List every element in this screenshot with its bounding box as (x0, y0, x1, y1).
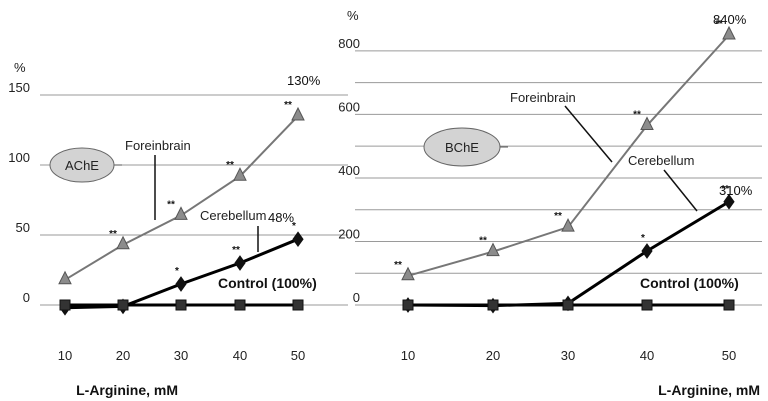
significance-marker: ** (232, 245, 240, 256)
series-end-label: 130% (287, 73, 321, 88)
data-point-square (292, 299, 304, 311)
y-tick-label: 0 (353, 290, 360, 305)
significance-marker: ** (721, 184, 729, 195)
data-point-diamond (175, 276, 187, 292)
series-foreinbrain: **********840% (394, 12, 747, 281)
data-point-triangle (486, 242, 500, 257)
y-axis-label: % (347, 8, 359, 23)
x-tick-label: 10 (401, 348, 415, 363)
x-tick-label: 30 (174, 348, 188, 363)
label-pointer (564, 105, 613, 163)
data-point-square (641, 299, 653, 311)
significance-marker: ** (109, 229, 117, 240)
data-point-square (117, 299, 129, 311)
data-point-diamond (234, 255, 246, 271)
data-point-triangle (174, 206, 188, 220)
series-name-label: Foreinbrain (125, 138, 191, 153)
significance-marker: ** (715, 19, 723, 30)
x-axis-label: L-Arginine, mM (76, 382, 178, 398)
x-tick-label: 10 (58, 348, 72, 363)
x-tick-label: 30 (561, 348, 575, 363)
data-point-square (562, 299, 574, 311)
significance-marker: ** (479, 236, 487, 247)
data-point-diamond (641, 243, 653, 259)
series-control- (402, 299, 735, 311)
x-tick-label: 40 (640, 348, 654, 363)
x-tick-label: 40 (233, 348, 247, 363)
enzyme-badge (49, 147, 115, 183)
y-tick-label: 200 (338, 226, 360, 241)
control-label: Control (100%) (218, 275, 317, 291)
data-point-square (723, 299, 735, 311)
data-point-triangle (116, 235, 130, 250)
significance-marker: ** (394, 260, 402, 271)
data-point-diamond (723, 193, 735, 210)
series-end-label: 48% (268, 210, 294, 225)
panel-separator (336, 0, 348, 401)
series-end-label: 310% (719, 183, 753, 198)
enzyme-badge-label: BChE (445, 140, 479, 155)
series-name-label: Foreinbrain (510, 90, 576, 105)
significance-marker: * (175, 266, 179, 277)
data-point-triangle (401, 266, 415, 281)
series-name-label: Cerebellum (200, 208, 266, 223)
series-foreinbrain: ********130% (58, 73, 321, 285)
x-axis-label: L-Arginine, mM (658, 382, 760, 398)
significance-marker: * (641, 233, 645, 244)
data-point-square (234, 299, 246, 311)
data-point-triangle (561, 218, 575, 232)
x-tick-label: 20 (486, 348, 500, 363)
significance-marker: * (292, 221, 296, 232)
y-tick-label: 50 (16, 220, 30, 235)
data-point-triangle (291, 106, 305, 121)
data-point-square (487, 299, 499, 311)
enzyme-badge (423, 127, 501, 167)
data-point-diamond (292, 231, 304, 248)
series-name-label: Cerebellum (628, 153, 694, 168)
data-point-triangle (233, 167, 247, 181)
y-tick-label: 150 (8, 80, 30, 95)
x-tick-label: 20 (116, 348, 130, 363)
x-tick-label: 50 (722, 348, 736, 363)
data-point-square (59, 299, 71, 311)
chart-panel-2: 0 200 400 600 800% 10 20 30 40 50 L-Arginine, mM BC… (338, 8, 762, 398)
label-pointer (663, 169, 698, 212)
y-axis-label: % (14, 60, 26, 75)
y-tick-label: 0 (23, 290, 30, 305)
series-line (64, 237, 299, 310)
data-point-triangle (640, 116, 654, 131)
significance-marker: ** (284, 100, 292, 111)
y-tick-label: 400 (338, 163, 360, 178)
control-label: Control (100%) (640, 275, 739, 291)
data-point-square (402, 299, 414, 311)
x-tick-label: 50 (291, 348, 305, 363)
y-tick-label: 800 (338, 36, 360, 51)
series-cerebellum: ***310% (402, 183, 753, 314)
data-point-triangle (722, 25, 736, 40)
y-tick-label: 100 (8, 150, 30, 165)
y-tick-label: 600 (338, 99, 360, 114)
enzyme-badge-label: AChE (65, 158, 99, 173)
significance-marker: ** (633, 110, 641, 121)
data-point-triangle (58, 270, 72, 285)
significance-marker: ** (226, 160, 234, 171)
series-cerebellum: ****48% (59, 210, 304, 316)
significance-marker: ** (167, 199, 175, 210)
series-control- (59, 299, 304, 311)
series-end-label: 840% (713, 12, 747, 27)
data-point-square (175, 299, 187, 311)
significance-marker: ** (554, 211, 562, 222)
